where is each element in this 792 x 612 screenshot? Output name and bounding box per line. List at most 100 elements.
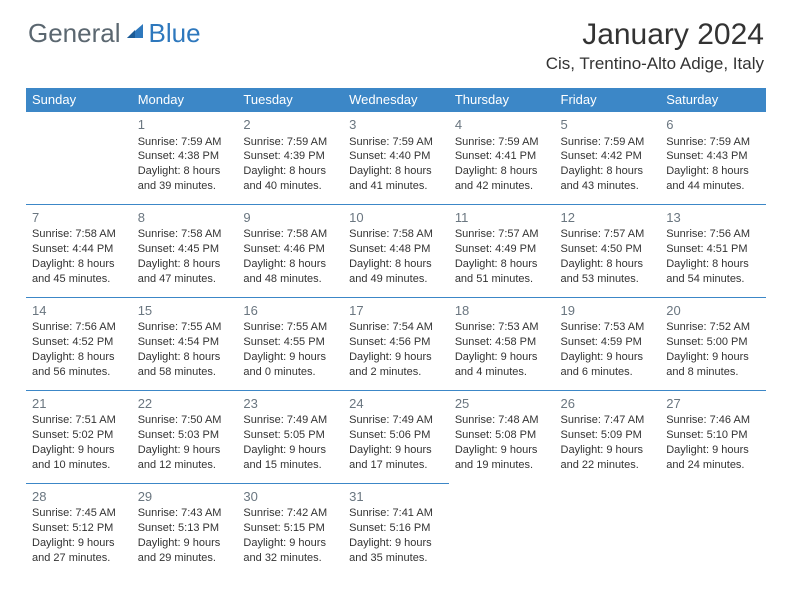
sunrise-line: Sunrise: 7:41 AM: [349, 506, 443, 521]
sunrise-line: Sunrise: 7:42 AM: [243, 506, 337, 521]
sunrise-line: Sunrise: 7:59 AM: [666, 135, 760, 150]
calendar-cell: [26, 112, 132, 205]
calendar-cell: 13Sunrise: 7:56 AMSunset: 4:51 PMDayligh…: [660, 204, 766, 297]
sunrise-line: Sunrise: 7:51 AM: [32, 413, 126, 428]
calendar-body: 1 Sunrise: 7:59 AM Sunset: 4:38 PM Daylight…: [26, 112, 766, 576]
daylight-line: and 0 minutes.: [243, 365, 337, 380]
logo-text-general: General: [28, 18, 121, 49]
day-header: Saturday: [660, 88, 766, 112]
calendar-cell: 2Sunrise: 7:59 AMSunset: 4:39 PMDaylight…: [237, 112, 343, 205]
logo-text-blue: Blue: [149, 18, 201, 49]
sunrise-line: Sunrise: 7:43 AM: [138, 506, 232, 521]
day-number: 3: [349, 116, 443, 134]
sunrise-line: Sunrise: 7:57 AM: [561, 227, 655, 242]
day-number: 22: [138, 395, 232, 413]
day-number: 16: [243, 302, 337, 320]
sunset-line: Sunset: 4:48 PM: [349, 242, 443, 257]
daylight-line: and 53 minutes.: [561, 272, 655, 287]
sunset-line: Sunset: 5:08 PM: [455, 428, 549, 443]
daylight-line: Daylight: 9 hours: [138, 443, 232, 458]
day-number: 19: [561, 302, 655, 320]
daylight-line: and 32 minutes.: [243, 551, 337, 566]
sunrise-line: Sunrise: 7:47 AM: [561, 413, 655, 428]
calendar-cell: [660, 483, 766, 575]
calendar-cell: 12Sunrise: 7:57 AMSunset: 4:50 PMDayligh…: [555, 204, 661, 297]
day-number: 28: [32, 488, 126, 506]
day-number: 10: [349, 209, 443, 227]
sunrise-line: Sunrise: 7:50 AM: [138, 413, 232, 428]
daylight-line: Daylight: 9 hours: [243, 443, 337, 458]
daylight-line: Daylight: 8 hours: [455, 164, 549, 179]
daylight-line: Daylight: 8 hours: [666, 257, 760, 272]
daylight-line: and 19 minutes.: [455, 458, 549, 473]
sunset-line: Sunset: 4:38 PM: [138, 149, 232, 164]
sunrise-line: Sunrise: 7:59 AM: [561, 135, 655, 150]
sunset-line: Sunset: 4:39 PM: [243, 149, 337, 164]
daylight-line: Daylight: 8 hours: [32, 350, 126, 365]
sunrise-line: Sunrise: 7:58 AM: [32, 227, 126, 242]
day-number: 29: [138, 488, 232, 506]
calendar-cell: 18Sunrise: 7:53 AMSunset: 4:58 PMDayligh…: [449, 297, 555, 390]
daylight-line: and 51 minutes.: [455, 272, 549, 287]
daylight-line: Daylight: 9 hours: [32, 443, 126, 458]
daylight-line: and 27 minutes.: [32, 551, 126, 566]
daylight-line: and 45 minutes.: [32, 272, 126, 287]
daylight-line: Daylight: 8 hours: [349, 164, 443, 179]
daylight-line: Daylight: 9 hours: [243, 536, 337, 551]
sunset-line: Sunset: 5:03 PM: [138, 428, 232, 443]
daylight-line: and 17 minutes.: [349, 458, 443, 473]
day-number: 4: [455, 116, 549, 134]
daylight-line: and 56 minutes.: [32, 365, 126, 380]
day-number: 20: [666, 302, 760, 320]
daylight-line: Daylight: 8 hours: [561, 164, 655, 179]
daylight-line: and 47 minutes.: [138, 272, 232, 287]
sunset-line: Sunset: 4:45 PM: [138, 242, 232, 257]
sunrise-line: Sunrise: 7:59 AM: [455, 135, 549, 150]
day-number: 23: [243, 395, 337, 413]
daylight-line: Daylight: 8 hours: [455, 257, 549, 272]
daylight-line: and 10 minutes.: [32, 458, 126, 473]
sunrise-line: Sunrise: 7:58 AM: [349, 227, 443, 242]
sunrise-line: Sunrise: 7:58 AM: [243, 227, 337, 242]
daylight-line: Daylight: 8 hours: [138, 257, 232, 272]
day-number: 15: [138, 302, 232, 320]
sunset-line: Sunset: 5:06 PM: [349, 428, 443, 443]
daylight-line: and 24 minutes.: [666, 458, 760, 473]
sunrise-line: Sunrise: 7:55 AM: [243, 320, 337, 335]
calendar-cell: 8Sunrise: 7:58 AMSunset: 4:45 PMDaylight…: [132, 204, 238, 297]
sunset-line: Sunset: 4:51 PM: [666, 242, 760, 257]
day-number: 1: [138, 116, 232, 134]
daylight-line: and 6 minutes.: [561, 365, 655, 380]
sunset-line: Sunset: 4:42 PM: [561, 149, 655, 164]
sunset-line: Sunset: 4:52 PM: [32, 335, 126, 350]
sunrise-line: Sunrise: 7:48 AM: [455, 413, 549, 428]
sunset-line: Sunset: 5:09 PM: [561, 428, 655, 443]
sunset-line: Sunset: 4:49 PM: [455, 242, 549, 257]
calendar-cell: 20Sunrise: 7:52 AMSunset: 5:00 PMDayligh…: [660, 297, 766, 390]
day-header: Thursday: [449, 88, 555, 112]
daylight-line: and 15 minutes.: [243, 458, 337, 473]
calendar-cell: 26Sunrise: 7:47 AMSunset: 5:09 PMDayligh…: [555, 390, 661, 483]
day-number: 31: [349, 488, 443, 506]
calendar-cell: 10Sunrise: 7:58 AMSunset: 4:48 PMDayligh…: [343, 204, 449, 297]
sunrise-line: Sunrise: 7:59 AM: [349, 135, 443, 150]
sunset-line: Sunset: 4:43 PM: [666, 149, 760, 164]
daylight-line: and 42 minutes.: [455, 179, 549, 194]
sunset-line: Sunset: 4:56 PM: [349, 335, 443, 350]
sunrise-line: Sunrise: 7:55 AM: [138, 320, 232, 335]
daylight-line: Daylight: 8 hours: [138, 350, 232, 365]
calendar-cell: 16Sunrise: 7:55 AMSunset: 4:55 PMDayligh…: [237, 297, 343, 390]
daylight-line: and 12 minutes.: [138, 458, 232, 473]
daylight-line: and 44 minutes.: [666, 179, 760, 194]
calendar-cell: 15Sunrise: 7:55 AMSunset: 4:54 PMDayligh…: [132, 297, 238, 390]
sunrise-line: Sunrise: 7:45 AM: [32, 506, 126, 521]
day-header: Monday: [132, 88, 238, 112]
sunset-line: Sunset: 4:44 PM: [32, 242, 126, 257]
calendar-cell: 11Sunrise: 7:57 AMSunset: 4:49 PMDayligh…: [449, 204, 555, 297]
day-number: 13: [666, 209, 760, 227]
title-block: January 2024 Cis, Trentino-Alto Adige, I…: [546, 18, 764, 74]
calendar-cell: [555, 483, 661, 575]
daylight-line: Daylight: 8 hours: [666, 164, 760, 179]
calendar-cell: [449, 483, 555, 575]
calendar-cell: 25Sunrise: 7:48 AMSunset: 5:08 PMDayligh…: [449, 390, 555, 483]
